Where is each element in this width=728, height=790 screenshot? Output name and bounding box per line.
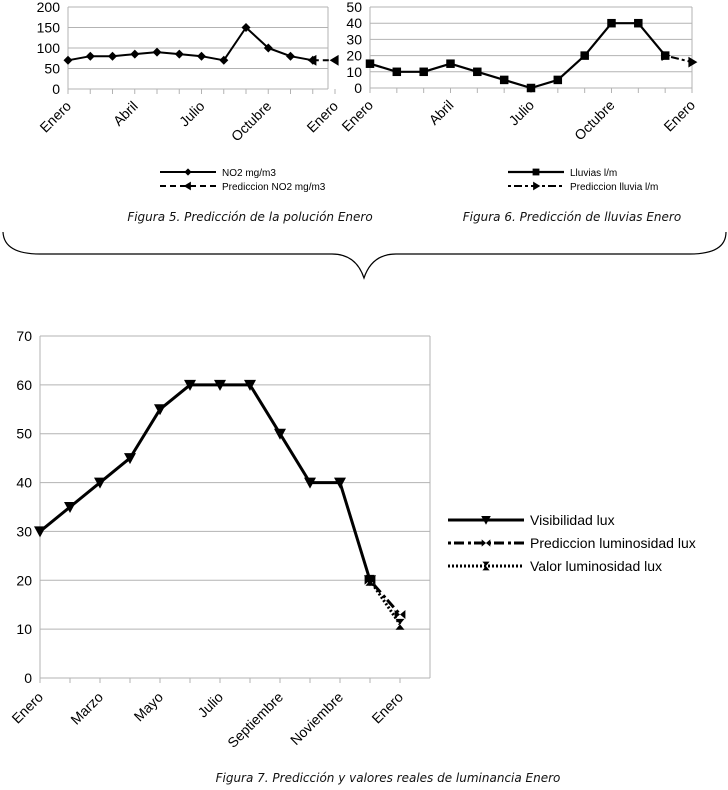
point-lluvias-l-m-10 [634,18,643,28]
caption-fig5: Figura 5. Predicción de la polución Ener… [127,210,372,224]
xtick-label-fig6-0: Enero [338,97,376,135]
xtick-label-fig6-3: Abril [425,97,456,128]
point-no2-mg-m3-2 [108,51,117,61]
ytick-label-fig6-10: 10 [346,64,362,80]
point-no2-mg-m3-4 [152,47,162,57]
series-line-no2-mg-m3 [67,26,313,62]
legend-marker-prediccion-luminosidad-lux [481,539,491,547]
ytick-label-fig7-0: 0 [24,670,32,686]
point-no2-mg-m3-6 [197,51,206,61]
xtick-label-fig5-12: Enero [303,98,341,136]
point-no2-mg-m3-5 [174,49,184,59]
xtick-label-fig6-9: Octubre [571,97,618,144]
xtick-label-fig7-12: Enero [368,689,406,727]
xtick-label-fig5-6: Julio [176,98,208,130]
ytick-label-fig7-10: 10 [16,621,32,637]
legend-label-valor-luminosidad-lux: Valor luminosidad lux [530,558,662,574]
legend-label-no2-mg-m3: NO2 mg/m3 [222,168,276,179]
legend-marker-lluvias-l-m [532,168,540,176]
point-lluvias-l-m-8 [580,51,589,60]
series-line-prediccion-luminosidad-lux [368,579,402,616]
legend-label-visibilidad-lux: Visibilidad lux [530,512,615,528]
ytick-label-fig7-50: 50 [16,426,32,442]
grouping-brace [2,231,727,280]
ytick-label-fig6-20: 20 [346,48,362,64]
series-line-prediccion-lluvia-l-m [664,54,693,64]
xtick-label-fig7-2: Marzo [67,689,106,728]
ytick-label-fig6-0: 0 [354,80,362,96]
caption-fig7: Figura 7. Predicción y valores reales de… [216,771,561,785]
point-lluvias-l-m-5 [499,75,509,85]
point-no2-mg-m3-10 [286,51,295,61]
chart-fig5: 0 50 100 150 200 Enero Abril Julio Octubre Enero N… [36,0,341,193]
chart-fig7: 0 10 20 30 40 50 60 70 Enero Marzo Mayo JulioSeptie… [8,328,695,751]
point-prediccion-no2-mg-m3-12 [329,54,339,66]
legend-label-lluvias-l-m: Lluvias l/m [570,168,617,179]
ytick-label-fig5-0: 0 [52,81,60,97]
legend-label-prediccion-luminosidad-lux: Prediccion luminosidad lux [530,535,696,551]
point-lluvias-l-m-7 [553,75,563,85]
point-prediccion-lluvia-l-m-12 [688,56,698,68]
xtick-label-fig5-3: Abril [110,98,141,129]
legend-marker-prediccion-lluvia-l-m [533,181,541,191]
ytick-label-fig6-30: 30 [346,31,362,47]
legend-label-prediccion-no2-mg-m3: Prediccion NO2 mg/m3 [222,182,326,193]
ytick-label-fig7-70: 70 [16,328,32,344]
ytick-label-fig7-60: 60 [16,377,32,393]
point-valor-luminosidad-lux-12 [395,618,405,630]
point-no2-mg-m3-1 [85,51,95,61]
point-lluvias-l-m-2 [419,67,428,77]
ytick-label-fig5-200: 200 [37,0,61,15]
ytick-label-fig5-100: 100 [37,40,61,56]
xtick-label-fig7-8: Septiembre [224,689,286,751]
xtick-label-fig7-0: Enero [8,689,46,727]
point-lluvias-l-m-6 [526,83,536,93]
legend-marker-no2-mg-m3 [184,168,192,176]
ytick-label-fig5-50: 50 [44,61,60,77]
xtick-label-fig5-0: Enero [36,98,74,136]
xtick-label-fig7-10: Noviembre [287,689,346,748]
xtick-label-fig5-9: Octubre [228,98,275,145]
point-lluvias-l-m-3 [446,59,455,68]
xtick-label-fig7-6: Julio [194,689,226,721]
ytick-label-fig7-30: 30 [16,523,32,539]
ytick-label-fig7-20: 20 [16,572,32,588]
legend-marker-prediccion-no2-mg-m3 [183,181,191,191]
point-no2-mg-m3-3 [130,49,140,59]
xtick-label-fig7-4: Mayo [131,689,167,725]
point-lluvias-l-m-11 [660,51,670,60]
legend-label-prediccion-lluvia-l-m: Prediccion lluvia l/m [570,182,658,193]
ytick-label-fig6-50: 50 [346,0,362,15]
xtick-label-fig6-6: Julio [505,97,537,129]
point-lluvias-l-m-9 [607,18,616,28]
point-no2-mg-m3-0 [63,55,73,65]
caption-fig6: Figura 6. Predicción de lluvias Enero [463,210,681,224]
ytick-label-fig7-40: 40 [16,475,32,491]
series-line-visibilidad-lux [39,383,372,581]
point-lluvias-l-m-4 [473,67,482,77]
ytick-label-fig6-40: 40 [346,15,362,31]
series-line-lluvias-l-m [369,22,667,90]
ytick-label-fig5-150: 150 [37,20,61,36]
xtick-label-fig6-12: Enero [660,97,698,135]
point-lluvias-l-m-0 [365,59,375,68]
point-lluvias-l-m-1 [392,67,402,77]
